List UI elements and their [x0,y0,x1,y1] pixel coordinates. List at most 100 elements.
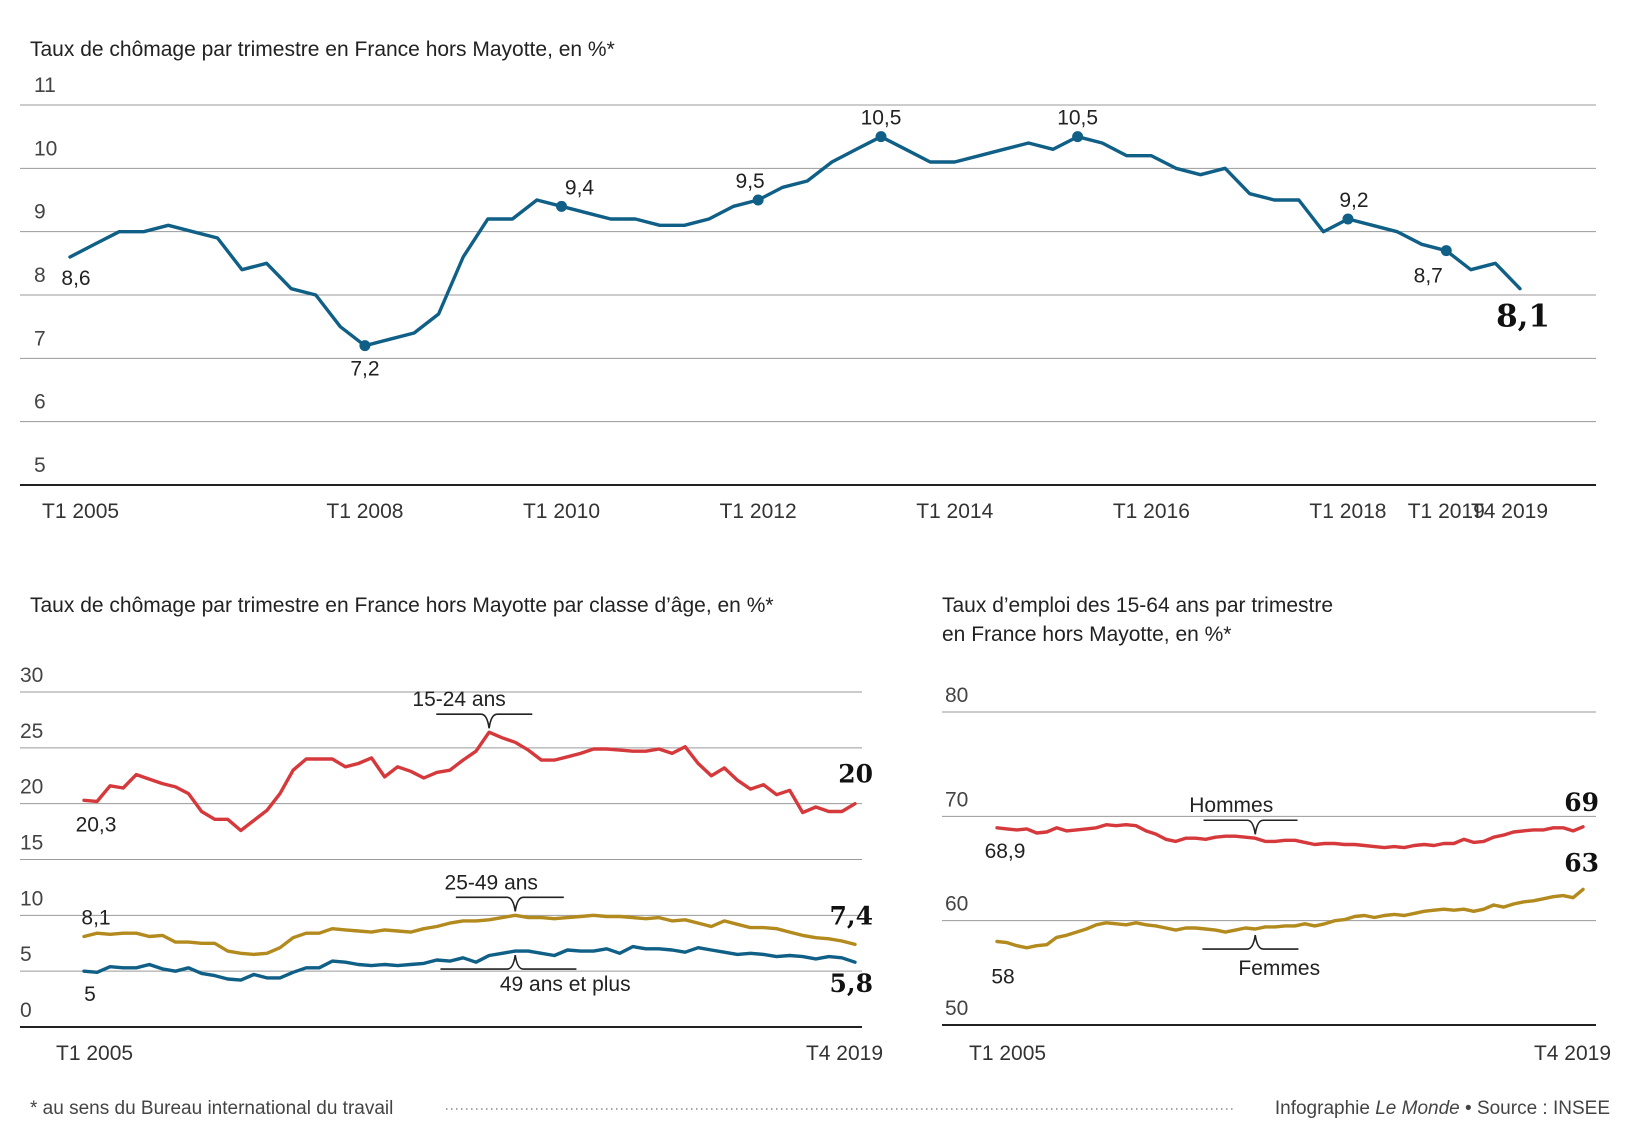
c3-y-tick-label: 60 [945,893,968,916]
c1-value-label: 8,7 [1414,265,1443,288]
c2-x-tick-label: T4 2019 [806,1042,883,1065]
c1-annotation-dot [875,131,887,143]
c2-start-value-label: 5 [84,983,96,1006]
employment-rate-chart: Taux d’emploi des 15-64 ans par trimestr… [942,594,1611,1065]
c3-series-name-label: Hommes [1189,794,1273,817]
c2-end-value-label: 20 [838,760,873,789]
c2-series-name-label: 15-24 ans [412,688,505,711]
chart1-x-axis: T1 2005 T1 2008 T1 2010 T1 2012 T1 2014 T1 20… [42,500,1548,523]
c3-x-tick-label: T4 2019 [1534,1042,1611,1065]
c2-y-tick-label: 20 [20,776,43,799]
c3-series-name-label: Femmes [1238,957,1320,980]
c1-y-tick-label: 9 [34,201,46,224]
c1-annotation-dot [1440,245,1452,257]
c1-value-label: 8,6 [61,267,90,290]
c1-x-tick-label: T4 2019 [1471,500,1548,523]
credit-suffix: • Source : INSEE [1460,1098,1610,1119]
c2-y-tick-label: 30 [20,664,43,687]
c1-value-label: 9,2 [1339,189,1368,212]
unemployment-by-age-chart: Taux de chômage par trimestre en France … [20,594,883,1065]
chart2-y-axis: 0 5 10 15 20 25 30 [20,664,43,1022]
chart3-y-axis: 50 60 70 80 [945,684,968,1020]
chart3-series [995,823,1585,950]
footer-credit: Infographie Le Monde • Source : INSEE [1275,1098,1610,1119]
c1-value-label: 9,4 [565,176,595,199]
c2-callout-bracket [455,896,564,912]
c1-y-tick-label: 10 [34,137,57,160]
chart3-title-line1: Taux d’emploi des 15-64 ans par trimestr… [942,594,1333,617]
c3-series-line-0 [995,823,1585,850]
c3-x-tick-label: T1 2005 [969,1042,1046,1065]
c3-callout-bracket [1202,934,1299,950]
c1-x-tick-label: T1 2012 [720,500,797,523]
footer-note: * au sens du Bureau international du tra… [30,1098,393,1119]
chart3-gridlines [942,711,1596,1026]
c1-annotation-dot [556,200,568,212]
c1-y-tick-label: 7 [34,327,46,350]
c3-end-value-label: 63 [1564,848,1599,877]
c3-end-value-label: 69 [1564,788,1599,817]
c2-start-value-label: 8,1 [81,907,110,930]
c1-y-tick-label: 6 [34,391,46,414]
chart2-x-axis: T1 2005 T4 2019 [56,1042,883,1065]
c1-y-tick-label: 5 [34,454,46,477]
c1-series-line-0 [68,134,1522,348]
c3-y-tick-label: 80 [945,684,968,707]
chart3-title-line2: en France hors Mayotte, en %* [942,623,1231,646]
c1-annotation-dot [1342,213,1354,225]
c1-x-tick-label: T1 2016 [1113,500,1190,523]
c3-y-tick-label: 70 [945,788,968,811]
c1-value-label: 10,5 [861,107,902,130]
c1-x-tick-label: T1 2010 [523,500,600,523]
c3-start-value-label: 68,9 [985,840,1026,863]
c3-series-line-1 [995,887,1585,950]
chart3-annotations: 68,9 69 58 63 Hommes Femmes [985,788,1599,989]
c1-x-tick-label: T1 2018 [1309,500,1386,523]
c1-x-tick-label: T1 2005 [42,500,119,523]
c1-x-tick-label: T1 2019 [1408,500,1485,523]
chart1-title: Taux de chômage par trimestre en France … [30,38,615,61]
chart1-annotations: 8,6 7,2 9,4 9,5 10,5 10,5 9,2 8,7 8,1 [61,107,1550,381]
c1-annotation-dot [1072,131,1084,143]
c2-y-tick-label: 15 [20,832,43,855]
chart2-annotations: 20,3 20 8,1 7,4 5 5,8 15-24 ans 25-49 ans 49 ans… [76,688,873,1006]
c1-final-value-label: 8,1 [1496,299,1550,335]
c2-series-line-2 [82,944,857,982]
c2-x-tick-label: T1 2005 [56,1042,133,1065]
c1-value-label: 10,5 [1057,107,1098,130]
c2-series-line-0 [82,730,857,833]
c2-end-value-label: 5,8 [830,969,874,998]
c3-start-value-label: 58 [991,966,1014,989]
c1-annotation-dot [752,194,764,206]
c1-value-label: 9,5 [736,170,765,193]
c2-series-line-1 [82,913,857,957]
c1-x-tick-label: T1 2008 [326,500,403,523]
credit-prefix: Infographie [1275,1098,1375,1119]
c2-end-value-label: 7,4 [830,901,874,930]
chart1-series [68,134,1522,348]
unemployment-rate-chart: Taux de chômage par trimestre en France … [20,38,1596,523]
c3-y-tick-label: 50 [945,997,968,1020]
c2-series-name-label: 49 ans et plus [500,973,631,996]
chart3-x-axis: T1 2005 T4 2019 [969,1042,1611,1065]
c1-value-label: 7,2 [350,358,379,381]
c2-y-tick-label: 0 [20,999,32,1022]
c1-y-tick-label: 11 [34,74,56,97]
c1-y-tick-label: 8 [34,264,46,287]
c1-annotation-dot [359,340,371,352]
c2-series-name-label: 25-49 ans [445,871,538,894]
chart2-title: Taux de chômage par trimestre en France … [30,594,774,617]
chart1-y-axis: 5 6 7 8 9 10 11 [34,74,57,477]
c1-x-tick-label: T1 2014 [916,500,993,523]
c2-y-tick-label: 10 [20,887,43,910]
c2-y-tick-label: 25 [20,720,43,743]
credit-brand: Le Monde [1375,1098,1460,1119]
c2-y-tick-label: 5 [20,943,32,966]
c2-start-value-label: 20,3 [76,813,117,836]
c2-callout-bracket [436,713,533,729]
chart2-series [82,730,857,982]
chart2-gridlines [20,691,862,1028]
chart1-gridlines [20,104,1596,486]
footer: * au sens du Bureau international du tra… [30,1098,1610,1119]
